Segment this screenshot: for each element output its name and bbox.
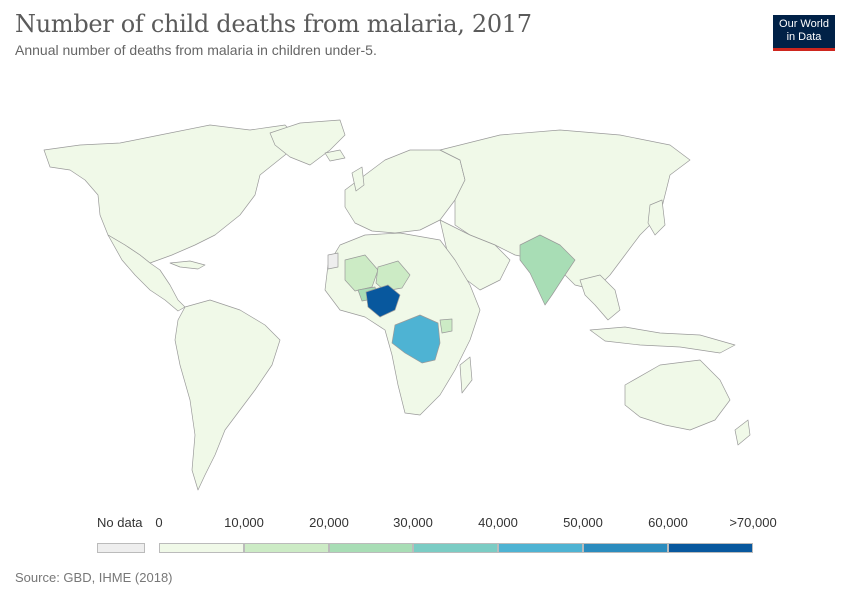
logo-line-2: in Data — [786, 31, 822, 43]
chart-subtitle: Annual number of deaths from malaria in … — [15, 42, 377, 58]
region-north-america[interactable] — [43, 124, 301, 264]
legend-no-data-swatch — [97, 543, 145, 553]
legend-label-30000: 30,000 — [393, 515, 433, 530]
region-japan[interactable] — [647, 199, 666, 236]
legend-label-60000: 60,000 — [648, 515, 688, 530]
region-indonesia[interactable] — [589, 326, 736, 354]
legend-swatch-1[interactable] — [244, 543, 329, 553]
legend-swatch-3[interactable] — [413, 543, 498, 553]
region-uganda[interactable] — [439, 318, 453, 334]
owid-logo[interactable]: Our World in Data — [773, 15, 835, 51]
legend-label-50000: 50,000 — [563, 515, 603, 530]
region-british-isles[interactable] — [351, 166, 365, 192]
region-central-america[interactable] — [107, 234, 186, 312]
source-note[interactable]: Source: GBD, IHME (2018) — [15, 570, 173, 585]
region-new-zealand[interactable] — [734, 419, 751, 446]
legend-label-20000: 20,000 — [309, 515, 349, 530]
legend-swatch-5[interactable] — [583, 543, 668, 553]
region-western-sahara[interactable] — [327, 252, 339, 270]
legend-label-40000: 40,000 — [478, 515, 518, 530]
region-nigeria[interactable] — [365, 284, 401, 318]
region-drc[interactable] — [391, 314, 441, 364]
region-south-america[interactable] — [174, 299, 281, 491]
region-niger[interactable] — [375, 260, 411, 292]
legend-swatch-2[interactable] — [329, 543, 413, 553]
region-greenland[interactable] — [269, 119, 346, 166]
world-map — [43, 119, 751, 491]
region-madagascar[interactable] — [459, 356, 473, 394]
legend-label-0: 0 — [155, 515, 163, 530]
legend-swatch-4[interactable] — [498, 543, 583, 553]
legend-label-10000: 10,000 — [224, 515, 264, 530]
legend-swatch-0[interactable] — [159, 543, 244, 553]
legend-label-max: >70,000 — [729, 515, 777, 530]
legend-swatch-6[interactable] — [668, 543, 753, 553]
region-iceland[interactable] — [324, 149, 346, 162]
region-india[interactable] — [519, 234, 576, 306]
region-australia[interactable] — [624, 359, 731, 431]
chart-title: Number of child deaths from malaria, 201… — [15, 10, 532, 38]
region-southeast-asia[interactable] — [579, 274, 621, 321]
region-mali[interactable] — [344, 254, 379, 292]
logo-line-1: Our World — [779, 18, 829, 30]
region-caribbean[interactable] — [169, 260, 206, 270]
legend-no-data-label: No data — [97, 515, 143, 530]
region-europe[interactable] — [344, 149, 466, 234]
